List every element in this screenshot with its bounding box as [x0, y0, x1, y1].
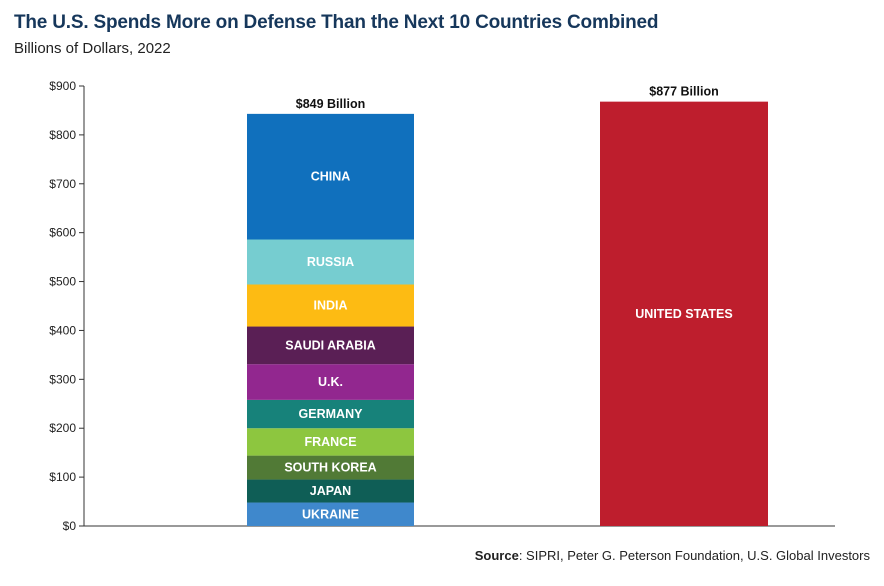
bar-segment [247, 428, 414, 456]
source-note: Source: SIPRI, Peter G. Peterson Foundat… [475, 548, 870, 563]
segment-label: U.K. [318, 375, 343, 389]
segment-label: UKRAINE [302, 507, 359, 521]
bar-segment [247, 113, 414, 240]
bar-segment [247, 364, 414, 400]
segment-label: GERMANY [299, 407, 364, 421]
y-tick-label: $100 [49, 470, 76, 484]
bar-segment [247, 399, 414, 429]
segment-label: SOUTH KOREA [284, 461, 376, 475]
bar-total-label: $849 Billion [296, 97, 365, 111]
bar-segment [247, 455, 414, 480]
segment-label: JAPAN [310, 484, 351, 498]
y-tick-label: $300 [49, 372, 76, 386]
bar-segment [247, 502, 414, 526]
bar-segment [247, 479, 414, 503]
segment-label: FRANCE [304, 435, 356, 449]
bar-segment [247, 284, 414, 327]
segment-label: UNITED STATES [635, 307, 732, 321]
segment-label: INDIA [313, 299, 347, 313]
y-tick-label: $600 [49, 226, 76, 240]
source-text: : SIPRI, Peter G. Peterson Foundation, U… [518, 548, 870, 563]
bar-segment [600, 101, 768, 527]
y-tick-label: $0 [63, 519, 77, 533]
bars: UKRAINE JAPAN SOUTH KOREA FRANCE GERMANY U.K.… [247, 85, 768, 527]
y-tick-label: $200 [49, 421, 76, 435]
y-tick-label: $800 [49, 128, 76, 142]
bar-segment [247, 326, 414, 365]
y-tick-label: $900 [49, 79, 76, 93]
source-label: Source [474, 548, 519, 563]
segment-label: CHINA [311, 170, 351, 184]
y-tick-label: $700 [49, 177, 76, 191]
y-tick-label: $400 [49, 323, 76, 337]
y-tick-label: $500 [49, 275, 76, 289]
bar-segment [247, 239, 414, 285]
segment-label: SAUDI ARABIA [285, 338, 376, 352]
chart-subtitle: Billions of Dollars, 2022 [14, 40, 171, 57]
chart-title: The U.S. Spends More on Defense Than the… [14, 12, 659, 33]
bar-total-label: $877 Billion [649, 85, 718, 99]
segment-label: RUSSIA [307, 255, 354, 269]
